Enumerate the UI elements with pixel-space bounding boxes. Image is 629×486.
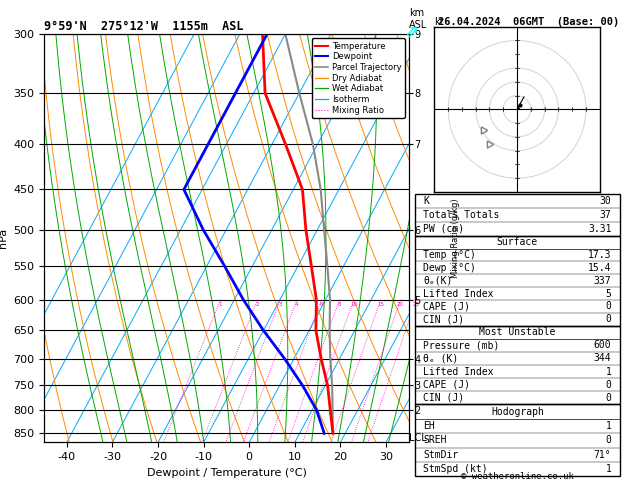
Text: © weatheronline.co.uk: © weatheronline.co.uk [460, 472, 574, 481]
Text: 1: 1 [606, 421, 611, 431]
Text: CAPE (J): CAPE (J) [423, 380, 470, 390]
Text: 6: 6 [320, 302, 323, 307]
Text: km
ASL: km ASL [409, 8, 427, 30]
Text: Totals Totals: Totals Totals [423, 210, 499, 220]
Text: 37: 37 [599, 210, 611, 220]
Text: CAPE (J): CAPE (J) [423, 301, 470, 312]
Text: Temp (°C): Temp (°C) [423, 250, 476, 260]
Text: StmDir: StmDir [423, 450, 459, 460]
Text: 600: 600 [594, 340, 611, 350]
Text: 26.04.2024  06GMT  (Base: 00): 26.04.2024 06GMT (Base: 00) [438, 17, 619, 27]
Text: Pressure (mb): Pressure (mb) [423, 340, 499, 350]
Text: θₑ (K): θₑ (K) [423, 353, 459, 364]
Text: 71°: 71° [594, 450, 611, 460]
Text: 15: 15 [377, 302, 384, 307]
Text: LCL: LCL [409, 433, 426, 443]
Text: 1: 1 [606, 366, 611, 377]
Text: 15.4: 15.4 [588, 263, 611, 273]
Text: PW (cm): PW (cm) [423, 224, 464, 234]
Text: EH: EH [423, 421, 435, 431]
Text: 17.3: 17.3 [588, 250, 611, 260]
Text: 20: 20 [397, 302, 404, 307]
Text: 3: 3 [279, 302, 282, 307]
X-axis label: Dewpoint / Temperature (°C): Dewpoint / Temperature (°C) [147, 468, 306, 478]
Text: 0: 0 [606, 435, 611, 445]
Text: CIN (J): CIN (J) [423, 314, 464, 324]
Text: θₑ(K): θₑ(K) [423, 276, 453, 286]
Text: 1: 1 [606, 464, 611, 474]
Text: Dewp (°C): Dewp (°C) [423, 263, 476, 273]
Text: 9°59'N  275°12'W  1155m  ASL: 9°59'N 275°12'W 1155m ASL [44, 20, 243, 33]
Text: Lifted Index: Lifted Index [423, 289, 494, 298]
Text: 30: 30 [599, 196, 611, 206]
Text: 0: 0 [606, 301, 611, 312]
Text: SREH: SREH [423, 435, 447, 445]
Y-axis label: hPa: hPa [0, 228, 8, 248]
Text: 10: 10 [350, 302, 357, 307]
Text: 344: 344 [594, 353, 611, 364]
Text: 25: 25 [413, 302, 420, 307]
Text: 1: 1 [219, 302, 222, 307]
Text: CIN (J): CIN (J) [423, 393, 464, 403]
Text: Hodograph: Hodograph [491, 407, 544, 417]
Text: 8: 8 [338, 302, 342, 307]
Legend: Temperature, Dewpoint, Parcel Trajectory, Dry Adiabat, Wet Adiabat, Isotherm, Mi: Temperature, Dewpoint, Parcel Trajectory… [312, 38, 404, 118]
Text: Lifted Index: Lifted Index [423, 366, 494, 377]
Text: StmSpd (kt): StmSpd (kt) [423, 464, 488, 474]
Text: 337: 337 [594, 276, 611, 286]
Text: Surface: Surface [497, 237, 538, 247]
Text: ⇗: ⇗ [405, 22, 419, 41]
Text: kt: kt [435, 17, 444, 27]
Text: 2: 2 [255, 302, 259, 307]
Text: 0: 0 [606, 314, 611, 324]
Y-axis label: Mixing Ratio (g/kg): Mixing Ratio (g/kg) [451, 198, 460, 278]
Text: 0: 0 [606, 393, 611, 403]
Text: 3.31: 3.31 [588, 224, 611, 234]
Text: Most Unstable: Most Unstable [479, 327, 555, 337]
Text: K: K [423, 196, 429, 206]
Text: 5: 5 [606, 289, 611, 298]
Text: 4: 4 [295, 302, 299, 307]
Text: 0: 0 [606, 380, 611, 390]
